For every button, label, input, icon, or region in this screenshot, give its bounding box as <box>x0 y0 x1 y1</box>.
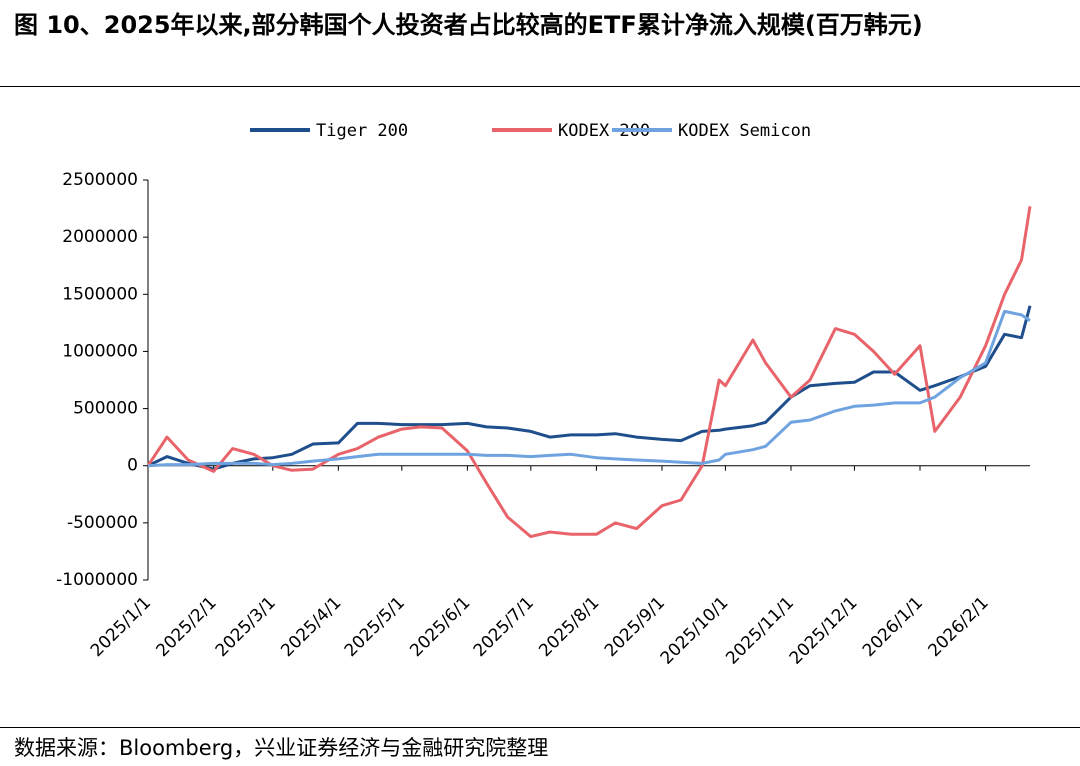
legend-label: KODEX 200 <box>558 121 650 141</box>
x-tick-label: 2025/3/1 <box>212 593 280 661</box>
x-tick-label: 2025/11/1 <box>722 593 798 669</box>
y-tick-label: 0 <box>127 456 138 476</box>
series-line <box>147 305 1032 471</box>
source-note: 数据来源：Bloomberg，兴业证券经济与金融研究院整理 <box>14 736 549 760</box>
y-tick-label: 1500000 <box>62 284 138 304</box>
y-tick-label: 1000000 <box>62 341 138 361</box>
x-tick-label: 2025/4/1 <box>277 593 345 661</box>
x-tick-label: 2025/9/1 <box>601 593 669 661</box>
x-tick-label: 2026/2/1 <box>925 593 993 661</box>
chart-title: 图 10、2025年以来,部分韩国个人投资者占比较高的ETF累计净流入规模(百万… <box>14 11 923 39</box>
rule <box>0 727 1080 728</box>
x-tick-label: 2025/8/1 <box>535 593 603 661</box>
y-tick-label: 500000 <box>73 399 138 419</box>
series-line <box>147 309 1031 468</box>
y-tick-label: 2000000 <box>62 227 138 247</box>
x-tick-label: 2025/10/1 <box>657 593 733 669</box>
series-line <box>146 206 1032 539</box>
y-tick-label: 2500000 <box>62 170 138 190</box>
x-tick-label: 2025/5/1 <box>341 593 409 661</box>
x-tick-label: 2025/1/1 <box>87 593 155 661</box>
x-tick-label: 2025/12/1 <box>786 593 862 669</box>
y-tick-label: -1000000 <box>56 570 138 590</box>
legend: Tiger 200 KODEX 200 KODEX Semicon <box>250 121 811 141</box>
x-tick-label: 2025/7/1 <box>470 593 538 661</box>
x-tick-label: 2025/6/1 <box>406 593 474 661</box>
legend-label: Tiger 200 <box>316 121 408 141</box>
y-tick-label: -500000 <box>67 513 138 533</box>
x-tick-label: 2025/2/1 <box>153 593 221 661</box>
legend-label: KODEX Semicon <box>678 121 811 141</box>
x-tick-label: 2026/1/1 <box>859 593 927 661</box>
rule <box>0 86 1080 87</box>
